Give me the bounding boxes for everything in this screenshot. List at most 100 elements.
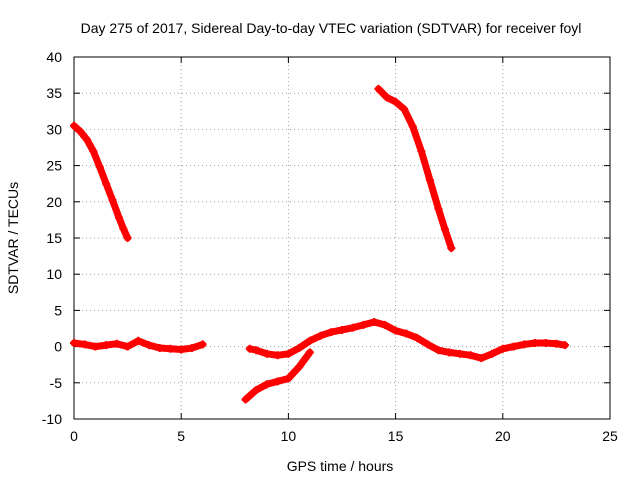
tick-layer: 0 5 10 15 20 25 -10 -5 0 5 10 15 20 25 30 35 40 bbox=[42, 49, 618, 444]
data-point bbox=[552, 339, 561, 348]
x-tick-label: 10 bbox=[281, 428, 297, 444]
y-tick-label: 15 bbox=[46, 230, 62, 246]
data-point bbox=[108, 196, 117, 205]
grid-layer bbox=[74, 57, 610, 419]
data-point bbox=[177, 345, 186, 354]
data-layer bbox=[70, 84, 569, 404]
series-arc-2 bbox=[70, 336, 207, 354]
series-band bbox=[70, 122, 132, 242]
data-point bbox=[102, 341, 111, 350]
series-band bbox=[242, 348, 314, 403]
y-tick-label: 5 bbox=[54, 302, 62, 318]
series-arc-4 bbox=[241, 348, 314, 404]
data-point bbox=[417, 147, 426, 156]
data-point bbox=[252, 386, 261, 395]
data-point bbox=[440, 225, 449, 234]
x-tick-label: 20 bbox=[495, 428, 511, 444]
data-point bbox=[466, 351, 475, 360]
data-point bbox=[541, 338, 550, 347]
x-tick-label: 15 bbox=[388, 428, 404, 444]
y-tick-label: 25 bbox=[46, 158, 62, 174]
data-point bbox=[115, 213, 124, 222]
data-point bbox=[498, 344, 507, 353]
y-tick-label: -5 bbox=[50, 375, 63, 391]
data-point bbox=[560, 341, 569, 350]
data-point bbox=[338, 325, 346, 334]
data-point bbox=[134, 336, 143, 345]
data-point bbox=[95, 163, 104, 172]
data-point bbox=[262, 349, 271, 358]
data-point bbox=[434, 205, 443, 214]
data-point bbox=[445, 348, 454, 357]
data-point bbox=[245, 344, 254, 353]
chart-title: Day 275 of 2017, Sidereal Day-to-day VTE… bbox=[81, 20, 582, 36]
data-point bbox=[488, 349, 497, 358]
data-point bbox=[520, 340, 529, 349]
y-tick-label: 30 bbox=[46, 121, 62, 137]
data-point bbox=[82, 135, 91, 144]
data-point bbox=[413, 333, 422, 342]
series-band bbox=[246, 318, 569, 362]
data-point bbox=[425, 176, 434, 185]
data-point bbox=[123, 234, 132, 242]
data-point bbox=[380, 320, 389, 329]
data-point bbox=[145, 341, 154, 350]
y-tick-label: 35 bbox=[46, 85, 62, 101]
data-point bbox=[327, 328, 336, 337]
data-point bbox=[374, 84, 383, 93]
data-point bbox=[447, 244, 456, 253]
y-tick-label: 0 bbox=[54, 339, 62, 355]
data-point bbox=[408, 122, 417, 131]
data-point bbox=[76, 127, 85, 136]
series-arc-5 bbox=[374, 84, 456, 253]
series-arc-1 bbox=[70, 121, 132, 242]
data-point bbox=[359, 320, 368, 329]
data-point bbox=[370, 317, 379, 326]
data-point bbox=[455, 349, 464, 358]
data-point bbox=[400, 105, 409, 114]
data-point bbox=[252, 346, 261, 355]
y-tick-label: 40 bbox=[46, 49, 62, 65]
data-point bbox=[123, 342, 132, 351]
x-tick-label: 0 bbox=[70, 428, 78, 444]
data-point bbox=[155, 344, 164, 353]
data-point bbox=[530, 338, 539, 347]
data-point bbox=[391, 326, 400, 335]
data-point bbox=[119, 224, 128, 233]
data-point bbox=[241, 395, 250, 404]
data-point bbox=[383, 93, 392, 102]
data-point bbox=[295, 362, 304, 371]
y-tick-label: -10 bbox=[42, 411, 62, 427]
x-axis-label: GPS time / hours bbox=[287, 458, 394, 474]
data-point bbox=[187, 344, 196, 353]
data-point bbox=[402, 329, 411, 338]
x-tick-label: 5 bbox=[177, 428, 185, 444]
data-point bbox=[391, 97, 400, 106]
data-point bbox=[91, 342, 100, 351]
data-point bbox=[273, 351, 282, 360]
y-axis-label: SDTVAR / TECUs bbox=[5, 182, 21, 294]
data-point bbox=[509, 342, 518, 351]
data-point bbox=[80, 340, 89, 349]
data-point bbox=[434, 346, 443, 355]
data-point bbox=[316, 331, 325, 340]
data-point bbox=[102, 179, 111, 188]
data-point bbox=[305, 336, 314, 345]
data-point bbox=[284, 374, 293, 383]
y-tick-label: 10 bbox=[46, 266, 62, 282]
data-point bbox=[477, 354, 486, 363]
y-tick-label: 20 bbox=[46, 194, 62, 210]
data-point bbox=[273, 377, 282, 386]
data-point bbox=[262, 380, 271, 389]
data-point bbox=[198, 340, 207, 349]
data-point bbox=[89, 147, 98, 156]
data-point bbox=[305, 348, 314, 357]
data-point bbox=[295, 344, 304, 353]
x-tick-label: 25 bbox=[602, 428, 618, 444]
data-point bbox=[70, 121, 78, 130]
data-point bbox=[70, 338, 78, 347]
data-point bbox=[284, 349, 293, 358]
series-band bbox=[374, 85, 455, 252]
data-point bbox=[112, 339, 121, 348]
